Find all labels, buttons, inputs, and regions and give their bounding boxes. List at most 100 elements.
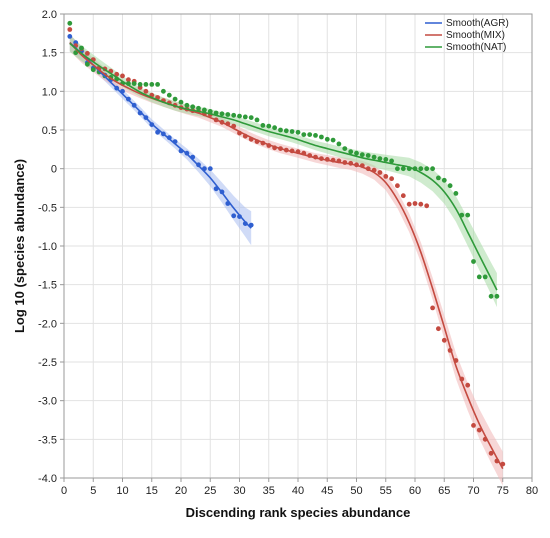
data-point-smoothnat [155,82,161,87]
data-point-smoothnat [348,149,354,155]
data-point-smoothnat [424,166,430,172]
data-point-smoothmix [120,73,125,79]
data-point-smoothnat [476,274,482,280]
confidence-band-smoothnat [69,34,497,308]
data-point-smoothnat [137,82,143,87]
x-tick-label: 65 [438,485,450,497]
smooth-lines [69,42,504,470]
data-point-smoothnat [436,175,441,181]
data-point-smoothnat [482,274,488,280]
x-tick-label: 45 [321,485,333,497]
data-point-smoothnat [365,153,371,158]
data-point-smoothnat [248,115,254,120]
data-point-smoothagr [231,213,237,219]
data-point-smoothmix [389,176,394,182]
data-point-smoothmix [67,27,73,32]
x-tick-label: 30 [233,485,245,497]
data-point-smoothmix [412,201,418,206]
data-point-smoothnat [90,67,96,73]
data-point-smoothnat [494,293,500,299]
data-point-smoothnat [336,141,342,147]
x-tick-label: 15 [146,485,158,497]
data-point-smoothmix [488,450,494,456]
data-point-smoothnat [342,146,348,152]
data-point-smoothnat [465,212,471,218]
x-tick-label: 25 [204,485,216,497]
smooth-line-smoothmix [69,42,504,470]
x-tick-label: 80 [526,485,538,497]
data-point-smoothnat [178,99,184,105]
data-point-smoothnat [272,125,277,131]
x-tick-label: 55 [380,485,392,497]
data-point-smoothnat [278,127,283,133]
y-tick-label: -1.0 [38,241,57,253]
y-tick-label: -2.0 [38,318,57,330]
data-point-smoothnat [359,152,365,158]
data-point-smoothnat [301,132,307,138]
data-point-smoothnat [254,117,260,123]
data-point-smoothnat [383,157,389,162]
data-point-smoothmix [424,203,430,209]
data-point-smoothnat [172,96,178,102]
data-point-smoothnat [184,102,190,108]
data-point-smoothmix [85,51,90,56]
data-point-smoothnat [242,114,248,120]
data-point-smoothnat [196,105,201,111]
data-point-smoothmix [125,77,131,83]
data-point-smoothnat [166,92,172,98]
data-point-smoothnat [161,88,166,94]
data-point-smoothmix [418,201,424,207]
data-point-smoothnat [190,104,196,110]
data-point-smoothmix [114,71,120,77]
smooth-line-smoothagr [69,42,252,229]
data-point-smoothnat [389,158,394,164]
x-tick-label: 10 [116,485,128,497]
data-point-smoothnat [453,191,459,196]
legend-label-smoothmix: Smooth(MIX) [446,30,505,41]
x-tick-label: 20 [175,485,187,497]
data-point-smoothmix [400,193,406,199]
data-point-smoothnat [225,112,231,117]
data-point-smoothnat [143,82,149,87]
data-point-smoothnat [149,82,155,87]
y-tick-label: -3.0 [38,396,57,408]
legend-label-smoothnat: Smooth(NAT) [446,42,506,53]
data-point-smoothnat [377,156,383,162]
data-point-smoothnat [266,123,272,129]
data-point-smoothnat [219,111,225,117]
data-point-smoothnat [418,166,424,172]
data-point-smoothmix [430,305,435,311]
data-point-smoothnat [430,166,435,172]
data-point-smoothnat [79,45,84,51]
y-axis-title: Log 10 (species abundance) [12,159,27,333]
data-point-smoothmix [383,174,389,179]
data-point-smoothnat [447,183,453,189]
x-tick-label: 5 [90,485,96,497]
data-point-smoothmix [395,183,400,189]
data-point-smoothnat [289,129,295,134]
data-point-smoothagr [155,129,161,135]
data-point-smoothnat [307,132,313,138]
y-tick-label: -4.0 [38,473,57,485]
data-point-smoothnat [488,293,494,299]
y-tick-label: 1.0 [42,86,57,98]
data-point-smoothnat [231,112,237,118]
data-point-smoothnat [330,137,336,143]
data-point-smoothagr [207,166,213,172]
data-point-smoothnat [295,129,301,135]
y-tick-label: -3.5 [38,434,57,446]
y-tick-label: -0.5 [38,202,57,214]
x-axis-title: Discending rank species abundance [186,505,411,520]
data-point-smoothnat [131,81,137,86]
legend: Smooth(AGR)Smooth(MIX)Smooth(NAT) [425,18,509,53]
smooth-line-smoothnat [69,42,498,291]
x-axis-ticks: 0 5 10 15 20 25 30 35 40 45 50 55 60 65 70 75 80 [61,478,538,497]
data-point-smoothmix [377,170,383,175]
data-point-smoothagr [67,34,73,39]
y-tick-label: 0.5 [42,125,57,137]
data-point-smoothmix [143,88,149,94]
x-tick-label: 35 [263,485,275,497]
legend-label-smoothagr: Smooth(AGR) [446,18,509,29]
data-point-smoothnat [237,113,242,119]
